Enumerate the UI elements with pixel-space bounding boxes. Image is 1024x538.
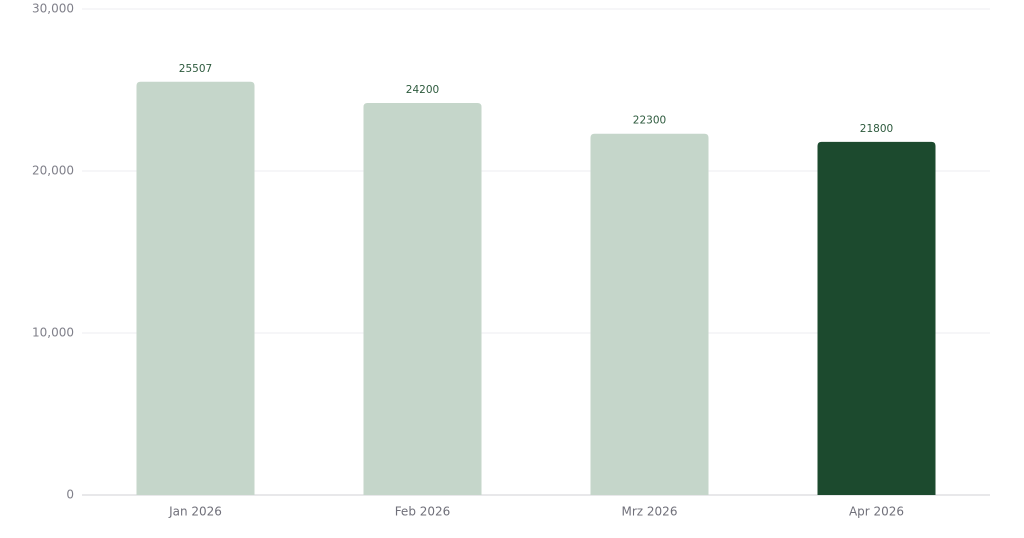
- y-tick-label: 0: [66, 488, 74, 502]
- y-tick-label: 20,000: [32, 164, 74, 178]
- value-label: 22300: [633, 115, 666, 127]
- x-tick-label: Feb 2026: [395, 505, 451, 519]
- y-tick-label: 10,000: [32, 326, 74, 340]
- bar: [817, 141, 936, 495]
- value-label: 21800: [860, 123, 893, 135]
- value-label: 24200: [406, 84, 439, 96]
- bar: [363, 102, 482, 496]
- x-tick-label: Apr 2026: [849, 505, 904, 519]
- value-label: 25507: [179, 63, 212, 75]
- bar: [590, 133, 709, 496]
- x-tick-label: Jan 2026: [168, 505, 222, 519]
- bar: [136, 81, 255, 496]
- y-tick-label: 30,000: [32, 2, 74, 16]
- x-tick-label: Mrz 2026: [622, 505, 678, 519]
